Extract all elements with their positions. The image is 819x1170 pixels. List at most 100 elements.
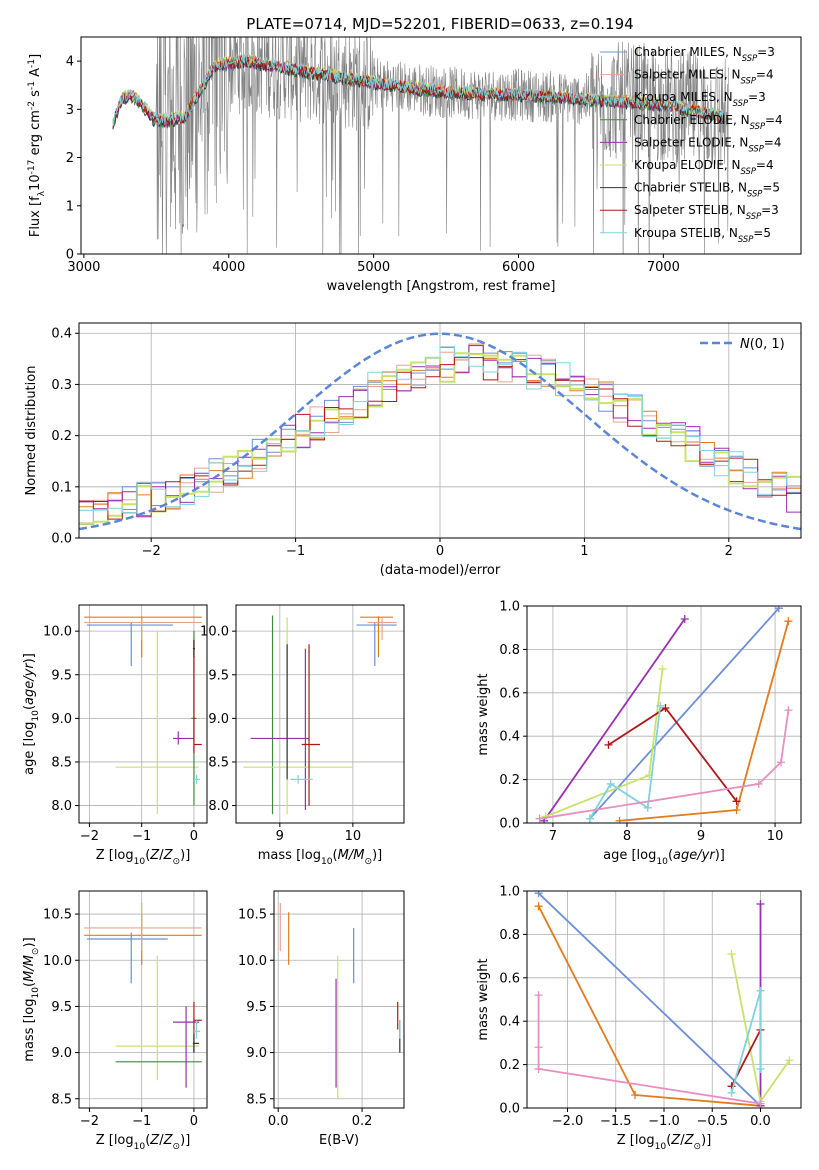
legend-label-eq: =5 [753,226,771,240]
x-tick-label: −1 [286,544,305,559]
y-tick-label: 10.0 [200,625,229,640]
text-run: wavelength [Angstrom, rest frame] [327,279,556,294]
y-tick-label: 1.0 [499,885,520,900]
text-run: / [680,1133,685,1148]
errorbar [192,639,195,658]
legend-label: Kroupa STELIB, NSSP=5 [634,226,771,244]
weight-line [537,905,761,1107]
legend-label-main: Chabrier ELODIE, N [634,113,750,127]
text-run: (data-model)/error [380,563,501,578]
legend-label-sub: SSP [748,143,764,153]
weight-series [727,986,765,1097]
math-script: ⊙ [173,1142,181,1152]
math-script: -2 [27,101,37,110]
y-tick-label: 0 [66,248,74,263]
y-axis-label: mass [log10(M/M⊙)] [22,937,41,1061]
errorbar [193,775,201,784]
legend-label-eq: =4 [756,158,774,172]
axes-frame [273,890,405,1109]
math-script: 10 [134,857,146,867]
x-tick-label: −2.0 [552,1114,584,1129]
x-axis-label: Z [log10(Z/Z⊙)] [96,848,191,867]
errorbar [301,644,320,806]
x-axis-label: mass [log10(M/M⊙)] [258,848,382,867]
errorbar [193,1001,202,1053]
weight-marker [631,1090,640,1099]
legend-label: N(0, 1) [740,337,785,352]
y-tick-label: 0.6 [499,971,520,986]
legend-label-eq: =3 [757,45,775,59]
x-axis-label: wavelength [Angstrom, rest frame] [327,279,556,294]
y-tick-label: 8.5 [208,755,229,770]
text-run: ] [28,54,43,59]
weight-series [535,706,793,823]
legend-label-eq: =4 [756,68,774,82]
axes-frame [78,604,208,824]
legend-label: Kroupa ELODIE, NSSP=4 [634,158,774,176]
y-tick-label: 8.5 [51,755,72,770]
weight-marker [534,891,543,898]
errorbar [86,932,168,984]
weight-marker [777,758,786,767]
weight-marker [680,615,689,624]
errorbar [173,1006,200,1088]
y-tick-label: 9.5 [246,1000,267,1015]
math-script: 10 [134,1142,146,1152]
weight-marker [615,816,624,823]
x-tick-label: −1 [132,829,151,844]
math-script: λ [37,190,47,196]
axes-frame [80,36,802,255]
observed-spectrum [112,37,729,254]
residual-histogram [79,357,801,520]
math-script: -17 [27,159,37,174]
text-run: )] [701,1133,711,1148]
weight-marker [732,797,741,806]
weight-marker [658,664,667,673]
plot-area-age-mass [243,615,397,815]
residual-histogram [79,346,801,514]
weight-marker [534,902,543,911]
text-run: )] [372,848,382,863]
x-tick-label: 1 [580,544,588,559]
text-run: mass [log [258,848,321,863]
text-run: ( [22,705,37,710]
errorbar [356,622,397,667]
math-script: 10 [31,987,41,999]
y-tick-label: 10.0 [238,954,267,969]
y-tick-label: 0.1 [51,480,72,495]
weight-marker [661,703,670,712]
errorbar [192,1034,200,1053]
x-tick-label: 0.0 [268,1114,289,1129]
weight-line [589,607,780,820]
x-tick-label: −2 [80,1114,99,1129]
legend-label: Chabrier MILES, NSSP=3 [634,45,775,63]
y-tick-label: 9.0 [51,712,72,727]
text-run: )] [22,653,37,663]
x-tick-label: 0 [436,544,444,559]
legend-label-sub: SSP [733,98,749,108]
legend-label: Salpeter ELODIE, NSSP=4 [634,135,782,153]
weight-marker [643,803,652,812]
text-run: Z [log [617,1133,655,1148]
x-tick-label: −2 [142,544,161,559]
plot-area-mass-EBV [279,903,401,1099]
axes-frame [526,890,802,1109]
y-tick-label: 8.0 [51,799,72,814]
x-tick-label: −2 [80,829,99,844]
spectrum-legend: Chabrier MILES, NSSP=3 Salpeter MILES, NS… [600,45,783,244]
math-run: age/yr [673,848,716,863]
y-tick-label: 9.5 [51,1000,72,1015]
text-run: ( [333,848,338,863]
math-script: ⊙ [173,857,181,867]
x-axis-label: age [log10(age/yr)] [603,848,725,867]
y-tick-label: 9.5 [208,668,229,683]
weight-marker [784,617,793,626]
y-tick-label: 0.4 [499,1015,520,1030]
legend-label: Salpeter MILES, NSSP=4 [634,68,774,86]
axes-residuals: −2 −1 0 1 2 0.0 0.1 0.2 0.3 0.4 (data-model)/error… [24,322,802,578]
weight-series [534,891,765,1108]
weight-series [615,617,793,823]
math-script: 10 [655,1142,667,1152]
math-script: -1 [27,81,37,90]
text-run: ( [666,1133,671,1148]
